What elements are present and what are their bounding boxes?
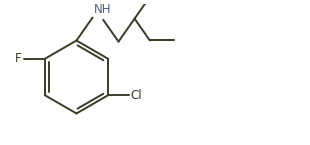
Text: Cl: Cl [131,89,142,102]
Text: NH: NH [94,3,112,16]
Text: F: F [15,52,22,65]
